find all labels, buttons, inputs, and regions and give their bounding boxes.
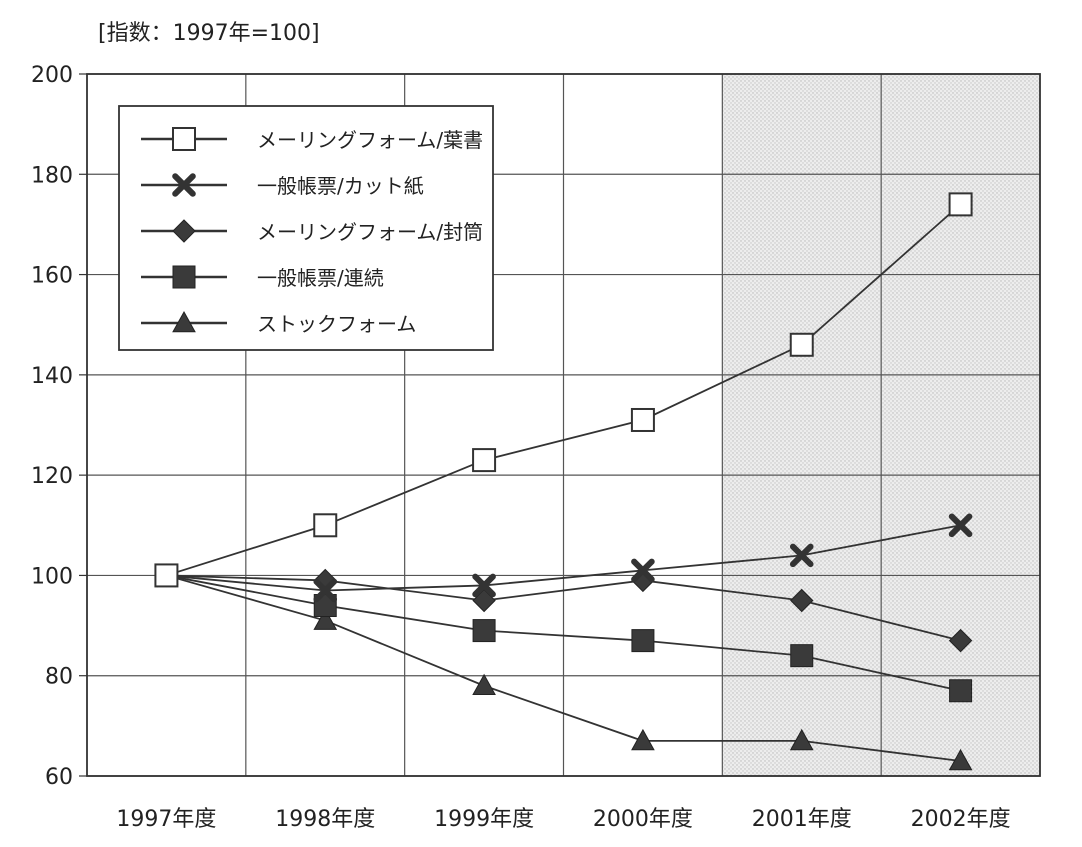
data-point — [790, 588, 814, 613]
x-tick-label: 1998年度 — [275, 807, 375, 832]
y-tick-label: 100 — [31, 564, 73, 589]
series-0 — [154, 192, 973, 588]
data-point — [630, 407, 655, 432]
x-tick-label: 2002年度 — [911, 807, 1011, 832]
data-point — [313, 513, 338, 538]
data-point — [172, 127, 196, 151]
data-point — [949, 679, 973, 703]
data-point — [313, 608, 338, 630]
data-point — [790, 644, 814, 668]
data-point — [472, 673, 496, 696]
y-tick-label: 180 — [31, 163, 73, 188]
data-point — [472, 619, 496, 643]
y-tick-label: 200 — [31, 63, 73, 88]
data-point — [172, 265, 196, 289]
data-point — [948, 748, 973, 771]
data-point — [948, 628, 973, 653]
data-point — [472, 573, 496, 598]
data-point — [948, 513, 973, 538]
legend-label: ストックフォーム — [257, 312, 416, 336]
x-tick-label: 1999年度 — [434, 807, 534, 832]
data-point — [172, 219, 196, 243]
legend-label: 一般帳票/カット紙 — [257, 174, 424, 198]
data-point — [789, 543, 814, 568]
series-line — [166, 203, 962, 577]
y-tick-label: 140 — [31, 364, 73, 389]
series-line — [166, 574, 961, 762]
x-axis-ticks: 1997年度 1998年度 1999年度 2000年度 2001年度 2002年度 — [116, 807, 1010, 832]
x-tick-label: 1997年度 — [116, 807, 216, 832]
legend: メーリングフォーム/葉書一般帳票/カット紙メーリングフォーム/封筒一般帳票/連続… — [118, 105, 494, 351]
plot-border — [86, 73, 1041, 777]
data-point — [789, 332, 814, 357]
shaded-column — [881, 74, 1040, 776]
x-tick-label: 2000年度 — [593, 807, 693, 832]
series-line — [166, 574, 961, 642]
data-point — [789, 728, 814, 751]
y-tick-label: 80 — [45, 665, 73, 690]
legend-label: メーリングフォーム/葉書 — [257, 128, 483, 152]
legend-label: メーリングフォーム/封筒 — [257, 220, 483, 244]
data-point — [631, 558, 655, 583]
data-point — [631, 629, 655, 653]
series-line — [166, 524, 961, 592]
data-point — [172, 310, 196, 333]
series-1 — [154, 513, 973, 603]
data-point — [154, 563, 179, 588]
y-tick-label: 60 — [45, 765, 73, 790]
data-point — [472, 448, 497, 473]
y-tick-label: 160 — [31, 264, 73, 289]
y-tick-label: 120 — [31, 464, 73, 489]
data-point — [948, 192, 973, 217]
unit-label: [指数：1997年=100] — [98, 21, 320, 46]
plot-frame — [86, 73, 1041, 777]
forecast-shaded-region — [722, 74, 1040, 776]
legend-label: 一般帳票/連続 — [257, 266, 384, 290]
x-tick-label: 2001年度 — [752, 807, 852, 832]
data-point — [313, 578, 338, 603]
shaded-column — [722, 74, 882, 776]
data-point — [172, 173, 196, 197]
series-lines — [154, 192, 973, 771]
series-line — [166, 574, 961, 692]
y-axis-ticks: 60 80 100 120 140 160 180 200 — [31, 63, 87, 790]
data-point — [631, 728, 655, 751]
